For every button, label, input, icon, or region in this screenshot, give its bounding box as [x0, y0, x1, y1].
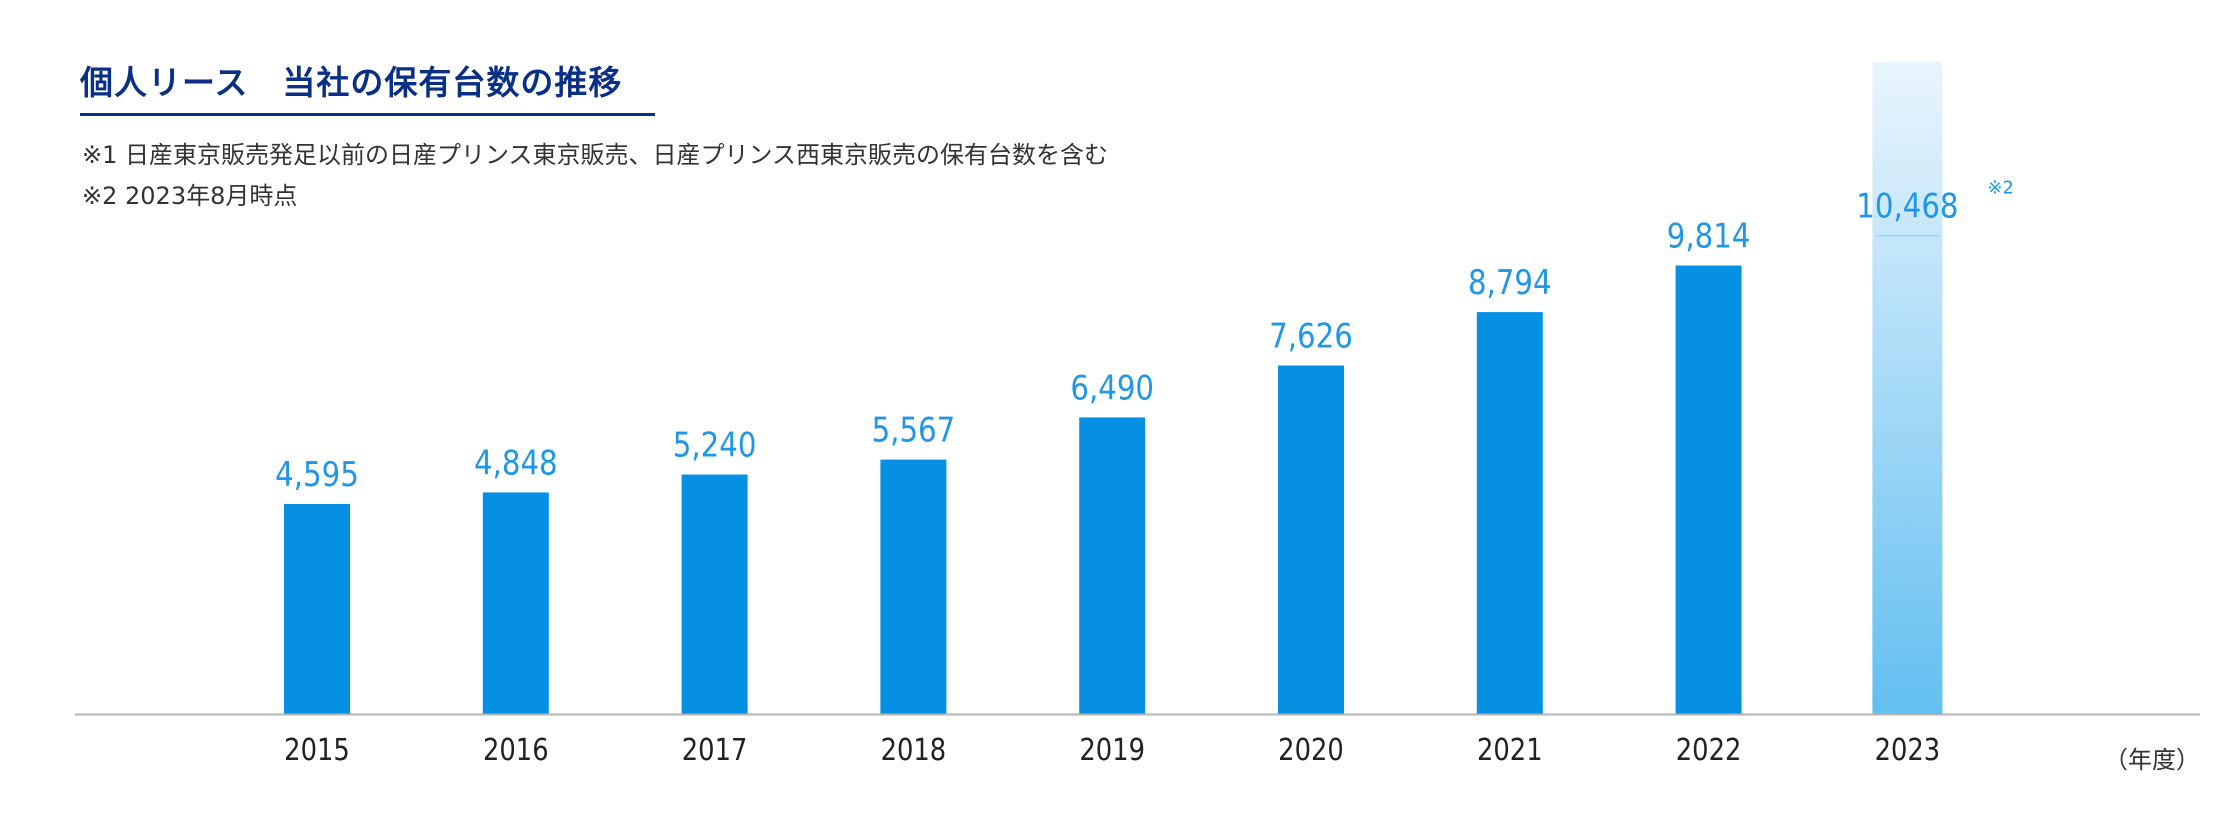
data-label-2023: 10,468 [1856, 188, 1958, 227]
bar-2017 [681, 474, 748, 714]
data-label-2018: 5,567 [872, 412, 956, 451]
chart-title: 個人リース 当社の保有台数の推移 [80, 63, 623, 102]
data-label-2017: 5,240 [673, 427, 757, 466]
bar-2021 [1476, 312, 1543, 714]
x-tick-label-2020: 2020 [1278, 732, 1344, 767]
x-tick-label-2023: 2023 [1875, 732, 1941, 767]
data-label-2022: 9,814 [1667, 217, 1751, 256]
data-label-2015: 4,595 [275, 456, 359, 495]
bar-2015 [284, 504, 350, 714]
title-underline [80, 113, 655, 116]
x-tick-label-2016: 2016 [483, 732, 549, 767]
footnote-2: ※2 2023年8月時点 [82, 182, 298, 210]
data-label-note-2023: ※2 [1987, 178, 2014, 199]
x-tick-label-2019: 2019 [1079, 732, 1145, 767]
x-tick-label-2021: 2021 [1477, 732, 1543, 767]
data-label-2016: 4,848 [474, 444, 558, 483]
footnote-1: ※1 日産東京販売発足以前の日産プリンス東京販売、日産プリンス西東京販売の保有台… [82, 141, 1109, 169]
bar-2018 [880, 459, 947, 714]
data-label-2021: 8,794 [1468, 264, 1552, 303]
x-tick-label-2018: 2018 [881, 732, 947, 767]
bar-2016 [482, 492, 549, 714]
bar-2019 [1079, 417, 1146, 714]
x-tick-label-2017: 2017 [682, 732, 748, 767]
bar-2023 [1872, 62, 1943, 714]
x-tick-label-2022: 2022 [1676, 732, 1742, 767]
data-label-2020: 7,626 [1269, 317, 1353, 356]
x-axis-unit-label: （年度） [2104, 746, 2200, 774]
bar-2020 [1278, 365, 1344, 714]
data-label-2019: 6,490 [1070, 369, 1154, 408]
x-tick-label-2015: 2015 [284, 732, 350, 767]
bar-2022 [1675, 265, 1742, 714]
